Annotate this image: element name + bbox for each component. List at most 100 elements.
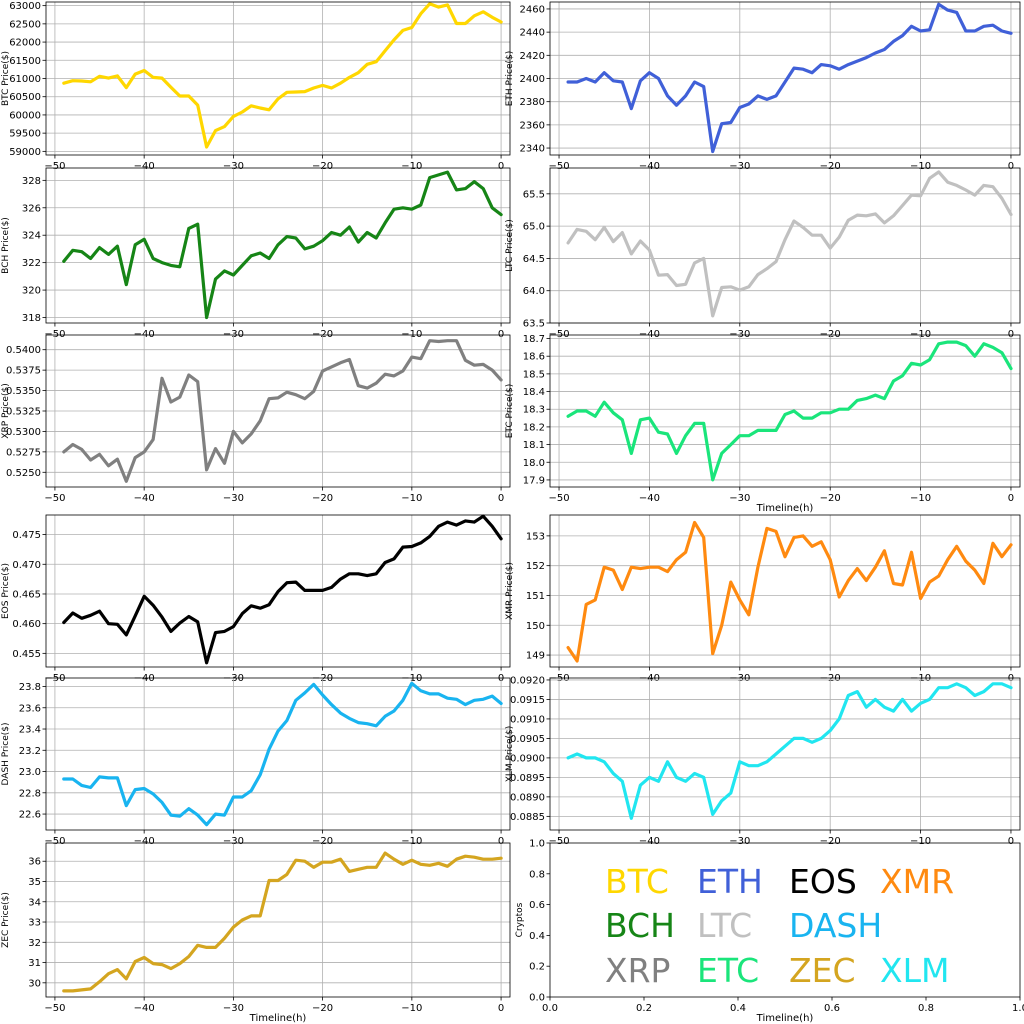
y-tick-label: 63.5 xyxy=(523,319,545,330)
series-line-ltc xyxy=(566,170,1013,318)
y-tick-label: 60500 xyxy=(9,92,41,103)
x-tick-label: 0 xyxy=(498,836,504,847)
x-tick-label: −10 xyxy=(401,329,422,340)
y-tick-label: 64.5 xyxy=(523,254,545,265)
panel-etc: −50 −40 −30 −20 −10 0 17.9 18.0 18.1 18.2 18.3 18.4… xyxy=(505,334,1021,514)
y-axis-label: XMR Price($) xyxy=(505,562,515,620)
x-tick-label: −30 xyxy=(729,836,750,847)
legend-entry-etc: ETC xyxy=(697,951,759,990)
y-tick-label: 18.3 xyxy=(523,405,545,416)
y-tick-label: 63000 xyxy=(9,1,41,12)
plot-frame xyxy=(549,167,1021,324)
legend-entry-xrp: XRP xyxy=(605,951,670,990)
y-tick-label: 318 xyxy=(22,313,41,324)
x-tick-label: −40 xyxy=(639,836,660,847)
y-tick-label: 22.8 xyxy=(19,788,41,799)
x-axis-label: Timeline(h) xyxy=(756,503,814,514)
y-axis-label: XRP Price($) xyxy=(1,383,11,438)
y-tick-label: 64.0 xyxy=(523,286,545,297)
y-tick-label: 30 xyxy=(28,978,41,989)
legend-entry-xlm: XLM xyxy=(880,951,949,990)
x-tick-label: −50 xyxy=(44,493,65,504)
y-tick-label: 0.0920 xyxy=(510,675,545,686)
plot-frame xyxy=(45,167,511,324)
y-tick-label: 0.0910 xyxy=(510,714,545,725)
y-tick-label: 0.455 xyxy=(12,649,41,660)
series-line-etc xyxy=(566,340,1013,482)
legend-entry-dash: DASH xyxy=(789,906,882,945)
x-tick-label: 1.0 xyxy=(1012,1003,1024,1014)
series-line-dash xyxy=(62,681,503,827)
y-tick-label: 150 xyxy=(526,621,545,632)
y-axis-label: DASH Price($) xyxy=(1,723,11,786)
x-tick-label: −30 xyxy=(729,493,750,504)
x-tick-label: −10 xyxy=(910,161,931,172)
x-tick-label: 0 xyxy=(498,493,504,504)
y-axis-label: ETC Price($) xyxy=(505,384,515,439)
x-tick-label: −20 xyxy=(312,1003,333,1014)
y-tick-label: 0.5300 xyxy=(6,427,41,438)
x-tick-label: 0 xyxy=(1008,493,1014,504)
x-tick-label: −10 xyxy=(401,836,422,847)
y-tick-label: 2380 xyxy=(520,97,545,108)
x-tick-label: −50 xyxy=(548,329,569,340)
panel-eos: −50−40−30−20−1000.4550.4600.4650.4700.47… xyxy=(1,514,511,684)
y-tick-label: 18.4 xyxy=(523,387,545,398)
y-tick-label: 62500 xyxy=(9,19,41,30)
y-tick-label: 0.2 xyxy=(529,962,545,973)
y-tick-label: 0.5400 xyxy=(6,345,41,356)
y-tick-label: 2360 xyxy=(520,120,545,131)
y-axis-label: BCH Price($) xyxy=(1,217,11,274)
y-tick-label: 23.4 xyxy=(19,725,41,736)
panel-btc: −50 −40 −30 −20 −10 0 59000 59500 60000 60500 6100… xyxy=(1,1,511,172)
y-tick-label: 0.5325 xyxy=(6,407,41,418)
y-tick-label: 23.8 xyxy=(19,682,41,693)
x-tick-label: −50 xyxy=(548,161,569,172)
legend-entry-ltc: LTC xyxy=(697,906,752,945)
series-line-xrp xyxy=(62,339,503,483)
y-tick-label: 326 xyxy=(22,203,41,214)
legend-entry-bch: BCH xyxy=(605,906,675,945)
x-axis-label: Timeline(h) xyxy=(249,1013,307,1024)
y-tick-label: 324 xyxy=(22,231,41,242)
y-tick-label: 0.5350 xyxy=(6,386,41,397)
y-tick-label: 2400 xyxy=(520,74,545,85)
x-tick-label: −20 xyxy=(820,329,841,340)
y-tick-label: 0.470 xyxy=(12,560,41,571)
y-tick-label: 2340 xyxy=(520,144,545,155)
x-tick-label: 0.6 xyxy=(824,1003,840,1014)
x-tick-label: −50 xyxy=(548,493,569,504)
y-tick-label: 0.5375 xyxy=(6,366,41,377)
panel-eth: −50 −40 −30 −20 −10 0 2340 2360 2380 2400 2420 2440… xyxy=(505,1,1021,172)
y-tick-label: 152 xyxy=(526,561,545,572)
plot-frame xyxy=(549,514,1021,668)
y-axis-label: ETH Price($) xyxy=(505,51,515,107)
y-tick-label: 0.465 xyxy=(12,589,41,600)
y-axis-label: ZEC Price($) xyxy=(1,892,11,948)
x-tick-label: −50 xyxy=(44,329,65,340)
legend-entry-eth: ETH xyxy=(697,862,763,901)
x-tick-label: −40 xyxy=(134,329,155,340)
x-axis-label: Timeline(h) xyxy=(756,1013,814,1024)
y-tick-label: 0.475 xyxy=(12,530,41,541)
y-tick-label: 36 xyxy=(28,857,41,868)
y-tick-label: 18.6 xyxy=(523,352,545,363)
series-line-zec xyxy=(62,851,503,993)
y-tick-label: 34 xyxy=(28,897,41,908)
series-line-eos xyxy=(62,514,503,665)
legend-entry-xmr: XMR xyxy=(880,862,954,901)
x-tick-label: −40 xyxy=(134,161,155,172)
x-tick-label: −30 xyxy=(729,329,750,340)
y-tick-label: 17.9 xyxy=(523,475,545,486)
x-tick-label: 0 xyxy=(498,161,504,172)
x-tick-label: 0 xyxy=(498,1003,504,1014)
y-tick-label: 149 xyxy=(526,651,545,662)
x-tick-label: −10 xyxy=(401,493,422,504)
y-tick-label: 0.0895 xyxy=(510,773,545,784)
x-tick-label: −50 xyxy=(44,161,65,172)
y-tick-label: 153 xyxy=(526,531,545,542)
y-axis-label: Cryptos xyxy=(515,902,525,937)
y-tick-label: 60000 xyxy=(9,110,41,121)
y-tick-label: 32 xyxy=(28,938,41,949)
